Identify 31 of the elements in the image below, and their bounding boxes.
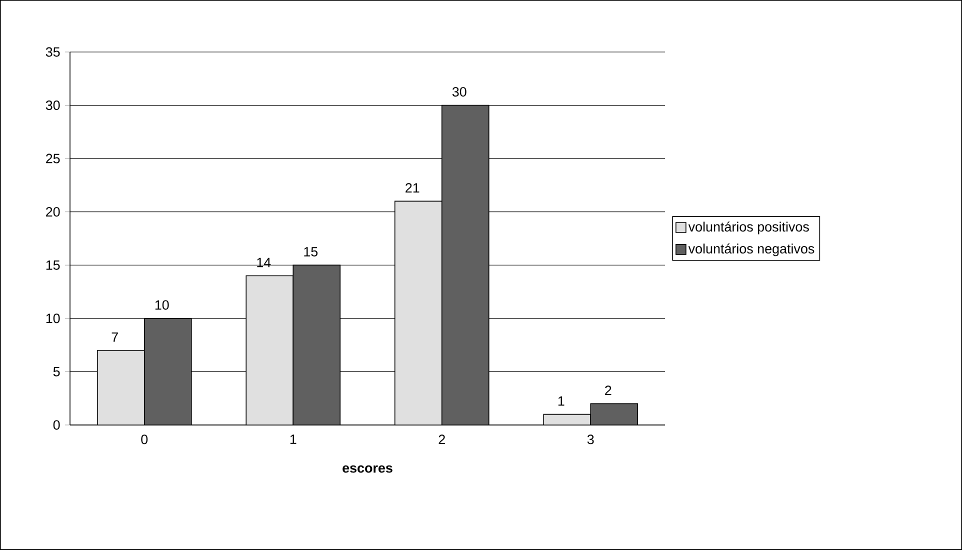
- y-tick-label: 25: [46, 154, 60, 164]
- bar: [394, 201, 442, 425]
- legend-label: voluntários positivos: [688, 222, 809, 234]
- y-tick-label: 15: [46, 260, 60, 270]
- bar: [442, 105, 489, 425]
- data-label: 1: [558, 396, 564, 406]
- data-label: 14: [257, 258, 271, 268]
- bar: [293, 265, 340, 425]
- y-tick-label: 20: [46, 207, 60, 217]
- data-label: 7: [112, 332, 118, 342]
- y-tick-label: 5: [53, 367, 60, 376]
- bar: [590, 403, 638, 425]
- x-axis-title: escores: [342, 465, 392, 473]
- bar: [97, 350, 144, 425]
- y-tick-label: 10: [46, 314, 60, 324]
- data-label: 30: [452, 87, 466, 97]
- data-label: 10: [155, 300, 169, 310]
- x-tick-label: 3: [587, 434, 594, 444]
- y-tick-label: 30: [46, 100, 60, 110]
- legend-label: voluntários negativos: [688, 243, 814, 256]
- bar: [543, 414, 592, 425]
- x-tick-label: 0: [141, 434, 148, 444]
- data-label: 21: [406, 183, 420, 193]
- x-tick-label: 2: [438, 434, 445, 444]
- data-label: 2: [605, 386, 612, 395]
- y-tick-label: 0: [53, 420, 60, 430]
- x-tick-label: 1: [290, 434, 296, 444]
- bar: [144, 318, 192, 425]
- y-tick-label: 35: [46, 47, 60, 57]
- bar: [246, 276, 294, 425]
- data-label: 15: [304, 247, 318, 256]
